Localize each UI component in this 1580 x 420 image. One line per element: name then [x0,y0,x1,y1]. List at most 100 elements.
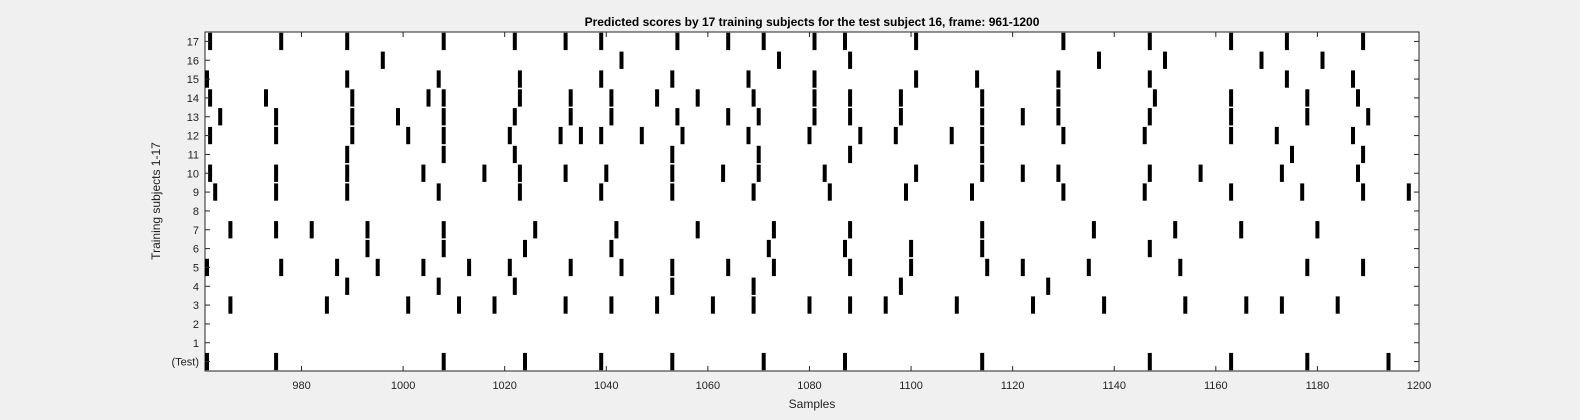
score-mark [771,221,776,239]
score-mark [980,89,985,107]
score-mark [609,108,614,126]
score-mark [523,239,527,258]
score-mark [523,352,527,371]
score-mark [208,32,213,51]
score-mark [904,183,908,201]
score-mark [975,70,980,88]
score-mark [1406,183,1411,201]
y-axis-label: Training subjects 1-17 [149,142,163,260]
score-mark [1147,352,1152,371]
score-mark [441,352,446,371]
row-3 [228,296,1340,314]
score-mark [563,164,568,182]
y-tick-label: 6 [193,244,199,256]
score-mark [670,145,675,164]
score-mark [1056,89,1061,107]
score-mark [568,89,573,107]
score-mark [848,221,853,239]
y-tick-label: 12 [187,131,199,143]
score-mark [1244,296,1249,314]
score-mark [1320,51,1325,69]
score-mark [1305,258,1310,277]
score-mark [213,183,218,201]
score-mark [1305,89,1310,107]
score-mark [1147,70,1152,88]
score-mark [604,164,609,182]
score-mark [279,258,284,277]
score-mark [609,296,614,314]
score-mark [1020,164,1025,182]
score-mark [848,51,853,69]
score-mark [533,221,538,239]
score-mark [1056,164,1061,182]
score-mark [599,70,604,88]
score-mark [441,32,446,51]
score-mark [655,89,660,107]
score-mark [350,108,355,126]
score-mark [441,126,446,145]
score-mark [1061,126,1066,145]
score-mark [264,89,268,107]
score-mark [1152,89,1157,107]
score-mark [807,296,812,314]
score-mark [507,258,512,277]
x-tick-label: 980 [292,380,310,392]
score-mark [1284,32,1289,51]
y-tick-label: 5 [193,262,199,274]
score-mark [517,89,522,107]
score-mark [1142,183,1147,201]
score-mark [1290,145,1294,164]
score-mark [1147,239,1152,258]
score-mark [1147,108,1152,126]
y-tick-label: 1 [193,338,199,350]
row-6 [365,239,1152,258]
x-tick-label: 1120 [1001,380,1025,392]
score-mark [350,126,355,145]
y-tick-label: 11 [188,149,199,161]
score-mark [619,258,624,277]
score-mark [274,352,279,371]
chart-title: Predicted scores by 17 training subjects… [585,15,1040,29]
row-14 [208,89,1360,107]
row-10 [208,164,1360,182]
score-mark [746,126,751,145]
score-mark [670,164,675,182]
score-mark [970,183,974,201]
score-mark [1335,296,1340,314]
score-mark [1351,70,1355,88]
x-tick-label: 1100 [899,380,923,392]
score-mark [848,296,853,314]
score-mark [675,32,680,51]
score-mark [949,126,954,145]
score-mark [746,70,751,88]
score-mark [675,108,680,126]
score-mark [756,145,761,164]
score-mark [1142,126,1147,145]
score-mark [441,108,446,126]
row-16 [380,51,1325,69]
score-mark [670,70,675,88]
row-7 [228,221,1320,239]
y-tick-label: 17 [187,36,199,48]
row-9 [213,183,1411,201]
score-mark [1356,164,1360,182]
x-tick-label: 1160 [1204,380,1228,392]
score-mark [324,296,329,314]
score-mark [1229,183,1234,201]
score-mark [568,258,573,277]
y-tick-label: 7 [193,225,199,237]
score-mark [761,352,766,371]
score-mark [980,108,985,126]
score-mark [812,108,817,126]
raster-marks [205,32,1411,371]
score-mark [1147,164,1152,182]
score-mark [898,89,903,107]
score-mark [441,89,446,107]
y-tick-label: 3 [193,300,199,312]
score-mark [1173,221,1178,239]
score-mark [457,296,461,314]
x-tick-label: 1180 [1306,380,1330,392]
score-mark [218,108,223,126]
